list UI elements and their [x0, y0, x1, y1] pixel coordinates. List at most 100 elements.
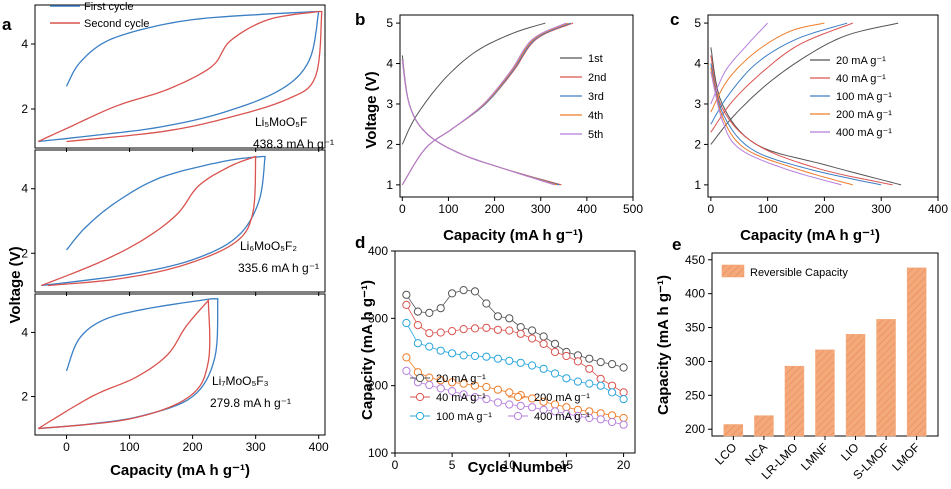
panel-d-point — [482, 395, 491, 404]
panel-d-point — [459, 390, 468, 399]
panel-d-point — [436, 346, 445, 355]
panel-d-point — [482, 323, 491, 332]
panel-d-point — [448, 327, 457, 336]
panel-d-legend-marker-1 — [415, 373, 425, 383]
panel-b-legend-label-3: 3rd — [588, 91, 604, 103]
panel-d-point — [436, 304, 445, 313]
panel-a-letter: a — [2, 15, 12, 34]
panel-b-charge-curve-2 — [401, 22, 574, 186]
panel-d-point — [585, 379, 594, 388]
panel-b-charge-curve-3 — [401, 22, 571, 186]
panel-a-formula-3: Li₇MoO₅F₃ — [212, 374, 269, 388]
panel-c-frame — [707, 14, 939, 198]
panel-d-point — [425, 329, 434, 338]
panel-d-point — [436, 376, 445, 385]
panel-e-bar-lmnf — [815, 349, 835, 437]
panel-d-point — [596, 374, 605, 383]
panel-d-point — [470, 393, 480, 402]
panel-b-legend-label-1: 1st — [588, 53, 603, 65]
panel-e-y-tick-label: 450 — [685, 253, 705, 267]
panel-b-y-tick-label: 1 — [386, 178, 393, 192]
panel-b-x-tick-label: 500 — [623, 202, 643, 216]
panel-b-x-tick-label: 400 — [577, 202, 597, 216]
panel-a-frame-3 — [34, 293, 326, 436]
panel-a-second-cycle-curve-1 — [37, 10, 323, 143]
panel-b-y-tick-label: 3 — [386, 97, 393, 111]
panel-d-point — [596, 415, 605, 424]
panel-d-legend-marker-2 — [415, 392, 425, 402]
panel-b-y-tick-label: 5 — [386, 16, 393, 30]
panel-a-frame-2 — [34, 149, 326, 293]
panel-a: 2 4 Li₅MoO₅F 438.3 mA h g⁻¹ 2 4 Li₆MoO₅F₂ 335.6… — [21, 1, 334, 454]
panel-e-category-label: LMNF — [798, 440, 831, 473]
panel-e-y-tick-label: 250 — [685, 388, 705, 402]
panel-d-point — [619, 388, 628, 397]
panel-e-bar-s-lmof — [876, 319, 896, 437]
panel-a-y-tick-label: 4 — [21, 37, 28, 51]
panel-e-y-tick-label: 200 — [685, 422, 705, 436]
panel-d-point — [539, 364, 548, 373]
panel-d-x-tick-label: 5 — [449, 458, 456, 472]
panel-d-point — [562, 374, 571, 383]
panel-d-point — [505, 400, 514, 409]
panel-d-letter: d — [355, 233, 365, 252]
panel-e-bar-lio — [845, 333, 866, 437]
panel-a-x-tick-label: 0 — [63, 440, 70, 454]
panel-c-x-tick-label: 0 — [707, 202, 714, 216]
panel-d-legend-label-1: 20 mA g⁻¹ — [436, 373, 486, 385]
panel-d-point — [482, 299, 491, 308]
panel-d-point — [619, 363, 628, 372]
panel-c-charge-curve-2 — [710, 22, 853, 133]
panel-a-first-cycle-curve-2 — [41, 155, 266, 287]
panel-d-point — [505, 314, 514, 323]
panel-d-point — [448, 289, 457, 298]
panel-e-y-tick-label: 400 — [685, 287, 705, 301]
panel-d-point — [608, 417, 617, 427]
panel-c-y-tick-label: 2 — [694, 137, 701, 151]
panel-b-charge-curve-1 — [401, 22, 546, 145]
panel-c-legend-label-2: 40 mA g⁻¹ — [836, 73, 886, 85]
panel-d-legend-label-5: 400 mA g⁻¹ — [534, 411, 590, 423]
panel-a-y-tick-label: 4 — [21, 182, 28, 196]
panel-c-y-tick-label: 4 — [694, 57, 701, 71]
panel-d-point — [459, 325, 468, 334]
panel-b-frame — [399, 14, 634, 198]
panel-d-point — [585, 413, 594, 423]
panel-d-y-tick-label: 200 — [368, 379, 388, 393]
panel-a-second-cycle-curve-3 — [37, 298, 211, 430]
panel-a-legend-label-1: First cycle — [84, 1, 134, 13]
panel-d-point — [596, 358, 605, 367]
panel-d-point — [459, 351, 468, 360]
panel-c-legend-label-5: 400 mA g⁻¹ — [836, 127, 892, 139]
panel-b-discharge-curve-4 — [401, 59, 558, 186]
panel-d-point — [573, 411, 583, 421]
panel-d-point — [493, 398, 502, 407]
panel-e-ylabel: Capacity (mA h g⁻¹) — [655, 275, 672, 415]
panel-c: 0 100 200 300 400 1 2 3 4 5 20 mA g⁻¹ 40 mA g⁻¹ 100 … — [694, 14, 948, 216]
panel-d-point — [413, 307, 422, 316]
panel-a-xlabel: Capacity (mA h g⁻¹) — [110, 462, 250, 479]
panel-d-point — [528, 361, 537, 370]
panel-d-point — [459, 379, 468, 388]
panel-d-point — [493, 325, 502, 334]
panel-d-point — [516, 323, 525, 332]
panel-d-y-tick-label: 300 — [368, 311, 388, 325]
panel-c-charge-curve-4 — [710, 22, 825, 113]
panel-a-y-tick-label: 2 — [21, 390, 28, 404]
panel-d-point — [402, 300, 411, 309]
panel-d-point — [573, 377, 583, 386]
panel-d-point — [470, 381, 480, 390]
panel-d-point — [619, 413, 628, 423]
panel-b: 0 100 200 300 400 500 1 2 3 4 5 1st 2nd 3rd 4th 5th — [386, 14, 643, 216]
panel-d-point — [608, 411, 617, 420]
panel-a-x-tick-label: 400 — [309, 440, 329, 454]
panel-e-category-label: LMOF — [889, 440, 922, 473]
panel-d: 0 5 10 15 20 100 200 300 400 20 mA g⁻¹ 40 mA g⁻¹ 10… — [368, 244, 636, 472]
panel-d-point — [573, 357, 583, 366]
panel-c-charge-curve-3 — [710, 22, 848, 125]
panel-a-capacity-2: 335.6 mA h g⁻¹ — [238, 261, 319, 275]
panel-d-point — [608, 360, 617, 369]
panel-d-point — [493, 354, 502, 363]
panel-b-discharge-curve-3 — [401, 59, 560, 186]
panel-d-point — [505, 388, 514, 397]
